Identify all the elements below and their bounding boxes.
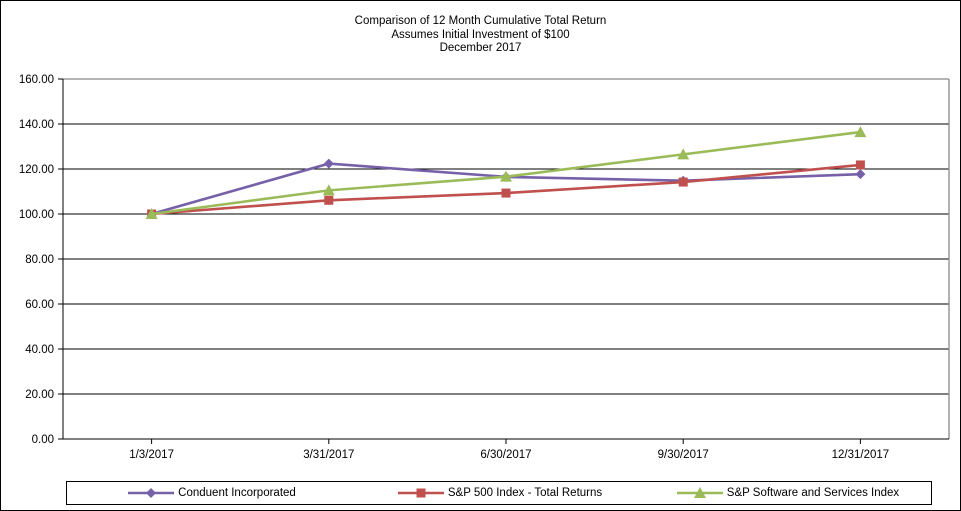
svg-text:3/31/2017: 3/31/2017 [303, 449, 354, 461]
svg-text:160.00: 160.00 [19, 74, 54, 86]
svg-text:12/31/2017: 12/31/2017 [832, 449, 890, 461]
svg-text:60.00: 60.00 [25, 299, 54, 311]
legend-entry-sp-software-services-index: S&P Software and Services Index [643, 487, 931, 499]
svg-text:100.00: 100.00 [19, 209, 54, 221]
svg-text:6/30/2017: 6/30/2017 [480, 449, 531, 461]
y-axis-labels: 0.00 20.00 40.00 60.00 80.00 100.00 120.00 140.… [19, 74, 54, 446]
svg-text:120.00: 120.00 [19, 164, 54, 176]
svg-text:20.00: 20.00 [25, 389, 54, 401]
y-axis [58, 78, 64, 440]
legend-label: Conduent Incorporated [178, 487, 296, 499]
triangle-marker-icon [676, 487, 723, 498]
legend-entry-conduent-incorporated: Conduent Incorporated [67, 487, 355, 499]
square-marker-icon [397, 488, 444, 498]
chart-title: Comparison of 12 Month Cumulative Total … [1, 15, 960, 56]
x-axis-labels: 1/3/2017 3/31/2017 6/30/2017 9/30/2017 12/31… [129, 449, 889, 461]
legend-label: S&P 500 Index - Total Returns [447, 487, 603, 499]
svg-text:9/30/2017: 9/30/2017 [658, 449, 709, 461]
svg-text:0.00: 0.00 [32, 434, 54, 446]
chart-title-line3: December 2017 [439, 42, 522, 54]
diamond-marker-icon [128, 488, 175, 498]
svg-text:1/3/2017: 1/3/2017 [129, 449, 174, 461]
legend-label: S&P Software and Services Index [726, 487, 900, 499]
plot-border [63, 78, 950, 439]
legend: Conduent Incorporated S&P 500 Index - To… [66, 481, 932, 505]
line-chart-plot: 0.00 20.00 40.00 60.00 80.00 100.00 120.00 140.… [19, 74, 950, 461]
legend-entry-sp500-total-returns: S&P 500 Index - Total Returns [355, 487, 643, 499]
series-s-p-software-and-services-index [145, 126, 867, 219]
svg-text:80.00: 80.00 [25, 254, 54, 266]
svg-text:140.00: 140.00 [19, 119, 54, 131]
chart-title-line1: Comparison of 12 Month Cumulative Total … [354, 15, 607, 27]
chart-title-line2: Assumes Initial Investment of $100 [391, 28, 570, 41]
gridlines [63, 123, 949, 395]
svg-text:40.00: 40.00 [25, 344, 54, 356]
x-axis [63, 438, 949, 444]
